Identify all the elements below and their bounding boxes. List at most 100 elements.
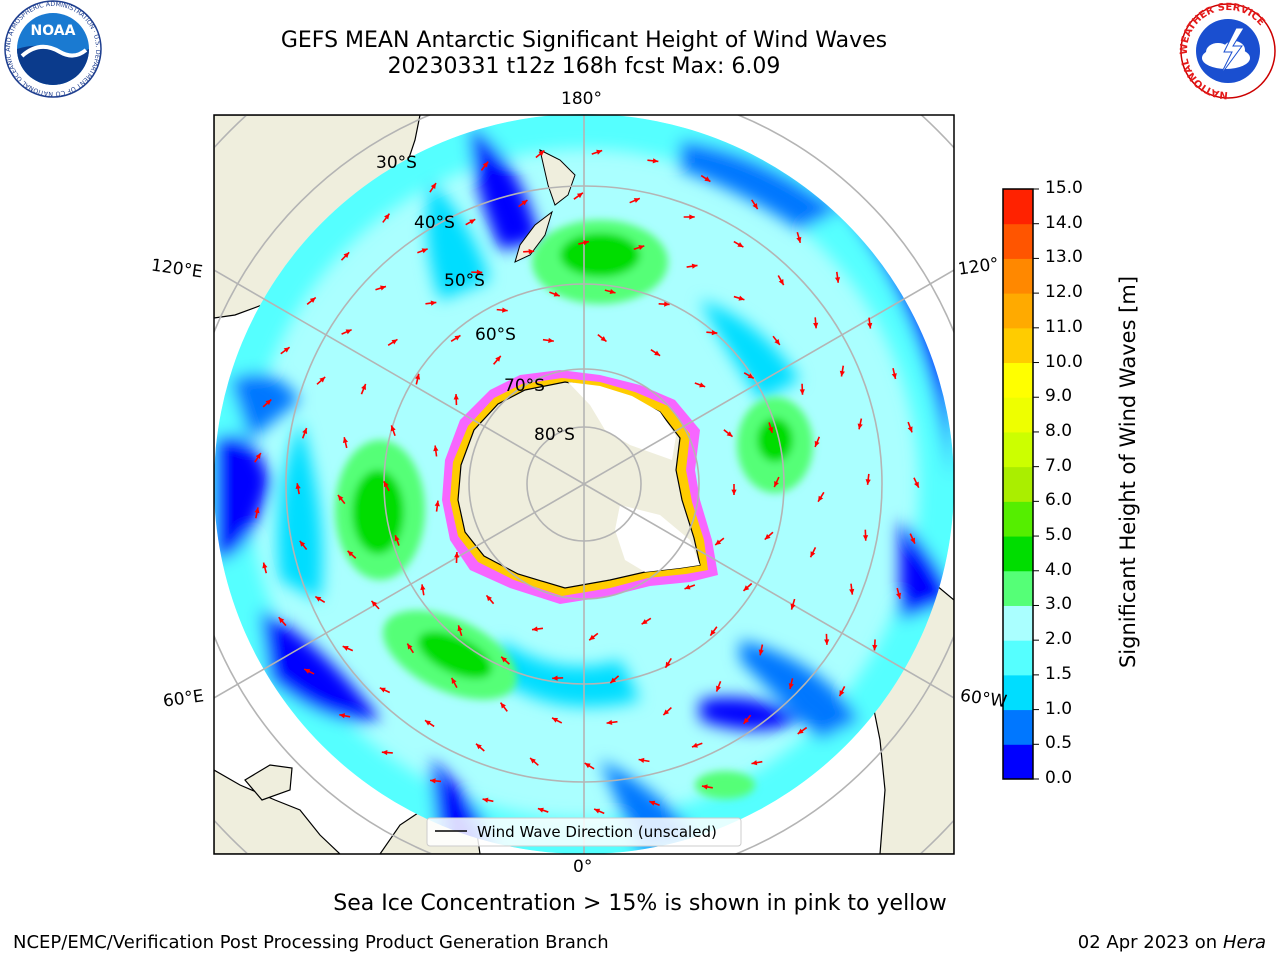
wind-arrow-head bbox=[380, 285, 386, 291]
wind-arrow-head bbox=[664, 301, 670, 307]
wind-arrow-head bbox=[345, 329, 352, 335]
wind-arrow-head bbox=[342, 646, 349, 651]
wind-arrow-head bbox=[451, 677, 457, 684]
wind-arrow-head bbox=[521, 200, 528, 206]
colorbar-tick-label: 12.0 bbox=[1045, 282, 1083, 303]
colorbar-tick-label: 1.5 bbox=[1045, 663, 1073, 684]
wind-arrow-head bbox=[691, 263, 698, 269]
colorbar-tick-label: 8.0 bbox=[1045, 420, 1073, 441]
wind-arrow-head bbox=[433, 445, 439, 452]
wind-arrow-head bbox=[774, 339, 780, 345]
colorbar-swatch bbox=[1003, 293, 1033, 329]
wind-arrow-head bbox=[589, 634, 596, 641]
wind-arrow-head bbox=[865, 479, 871, 485]
wind-arrow-head bbox=[383, 481, 389, 488]
wind-arrow-head bbox=[254, 507, 260, 514]
wind-arrow-head bbox=[454, 335, 461, 341]
wind-arrow-head bbox=[347, 550, 354, 557]
wind-arrow-head bbox=[814, 440, 820, 447]
wind-arrow-head bbox=[790, 603, 796, 610]
wind-arrow-head bbox=[652, 158, 659, 164]
wind-arrow-head bbox=[381, 749, 388, 756]
wind-arrow-head bbox=[361, 383, 366, 390]
wind-arrow-head bbox=[482, 797, 489, 803]
wind-arrow-head bbox=[774, 481, 779, 488]
wind-arrow-head bbox=[704, 176, 711, 182]
lat-label-40s: 40°S bbox=[414, 213, 455, 233]
wind-arrow-head bbox=[818, 495, 824, 502]
colorbar-tick-label: 0.5 bbox=[1045, 733, 1073, 754]
colorbar-tick-label: 2.0 bbox=[1045, 629, 1073, 650]
wind-arrow-head bbox=[553, 291, 560, 297]
wind-arrow-head bbox=[867, 322, 873, 329]
madagascar-landmass bbox=[244, 764, 293, 801]
wind-arrow-head bbox=[476, 269, 483, 275]
wind-arrow-head bbox=[500, 702, 506, 709]
wind-arrow-head bbox=[391, 339, 398, 345]
wind-arrow-head bbox=[430, 183, 437, 189]
wind-arrow-head bbox=[799, 389, 805, 395]
wind-arrow-head bbox=[638, 245, 645, 250]
wind-arrow-head bbox=[710, 629, 716, 636]
wind-arrow-head bbox=[654, 350, 661, 356]
wind-arrow-head bbox=[638, 757, 645, 764]
wind-arrow-head bbox=[857, 423, 863, 430]
wind-arrow-head bbox=[302, 428, 308, 435]
wind-arrow-head bbox=[839, 690, 845, 697]
wind-arrow-head bbox=[797, 728, 804, 734]
wind-arrow-head bbox=[548, 337, 554, 344]
wind-arrow-head bbox=[532, 626, 538, 632]
wind-arrow-head bbox=[315, 596, 322, 602]
wind-arrow-head bbox=[337, 494, 344, 501]
wind-arrow-head bbox=[262, 562, 268, 569]
wind-arrow-head bbox=[633, 198, 640, 203]
colorbar-swatch bbox=[1003, 223, 1033, 259]
graticule bbox=[214, 115, 954, 854]
colorbar-tick-label: 7.0 bbox=[1045, 455, 1073, 476]
wind-arrow-head bbox=[731, 489, 737, 495]
wind-arrow-head bbox=[600, 336, 607, 342]
colorbar-swatch bbox=[1003, 605, 1033, 641]
wind-arrow-head bbox=[810, 551, 816, 558]
wind-arrow-head bbox=[610, 677, 617, 684]
colorbar-frame bbox=[1002, 188, 1034, 780]
colorbar-swatch bbox=[1003, 674, 1033, 711]
wind-arrow-head bbox=[476, 743, 482, 750]
lat-label-50s: 50°S bbox=[444, 271, 485, 291]
wind-arrow-head bbox=[689, 214, 695, 220]
wind-arrow-head bbox=[295, 483, 301, 490]
wind-arrow-head bbox=[278, 617, 285, 624]
wind-arrow-head bbox=[914, 481, 919, 488]
map-title: GEFS MEAN Antarctic Significant Height o… bbox=[280, 28, 888, 53]
wind-arrow-head bbox=[778, 279, 784, 286]
wind-arrow-head bbox=[530, 758, 536, 764]
wind-arrow-head bbox=[552, 717, 559, 723]
wind-arrow-head bbox=[596, 149, 603, 155]
wind-arrow-head bbox=[824, 639, 830, 645]
wind-arrow-head bbox=[891, 373, 897, 379]
wind-arrow-head bbox=[528, 248, 535, 255]
wind-arrow-head bbox=[415, 373, 421, 380]
wind-arrow-head bbox=[407, 643, 413, 650]
lat-label-60s: 60°S bbox=[475, 325, 516, 345]
wind-arrow-head bbox=[343, 252, 350, 259]
wind-arrow-head bbox=[424, 720, 431, 726]
wind-arrow-head bbox=[716, 685, 721, 692]
map-subtitle: 20230331 t12z 168h fcst Max: 6.09 bbox=[387, 54, 781, 79]
wind-arrow-head bbox=[265, 399, 272, 406]
wind-arrow-head bbox=[796, 236, 802, 243]
wind-arrow-head bbox=[872, 644, 878, 651]
map-frame bbox=[213, 114, 955, 855]
footer-credit: NCEP/EMC/Verification Post Processing Pr… bbox=[13, 932, 609, 953]
wind-arrow-head bbox=[726, 431, 733, 437]
wind-arrow-head bbox=[758, 649, 764, 656]
wind-arrow-head bbox=[299, 540, 306, 547]
wind-arrow-head bbox=[384, 213, 390, 220]
colorbar-swatch bbox=[1003, 466, 1033, 502]
wind-arrow-head bbox=[701, 784, 708, 790]
wind-arrow-head bbox=[649, 800, 656, 806]
colorbar-swatch bbox=[1003, 536, 1033, 572]
colorbar-tick-label: 11.0 bbox=[1045, 316, 1083, 337]
wind-arrow-head bbox=[454, 551, 460, 558]
colorbar-swatch bbox=[1003, 431, 1033, 468]
